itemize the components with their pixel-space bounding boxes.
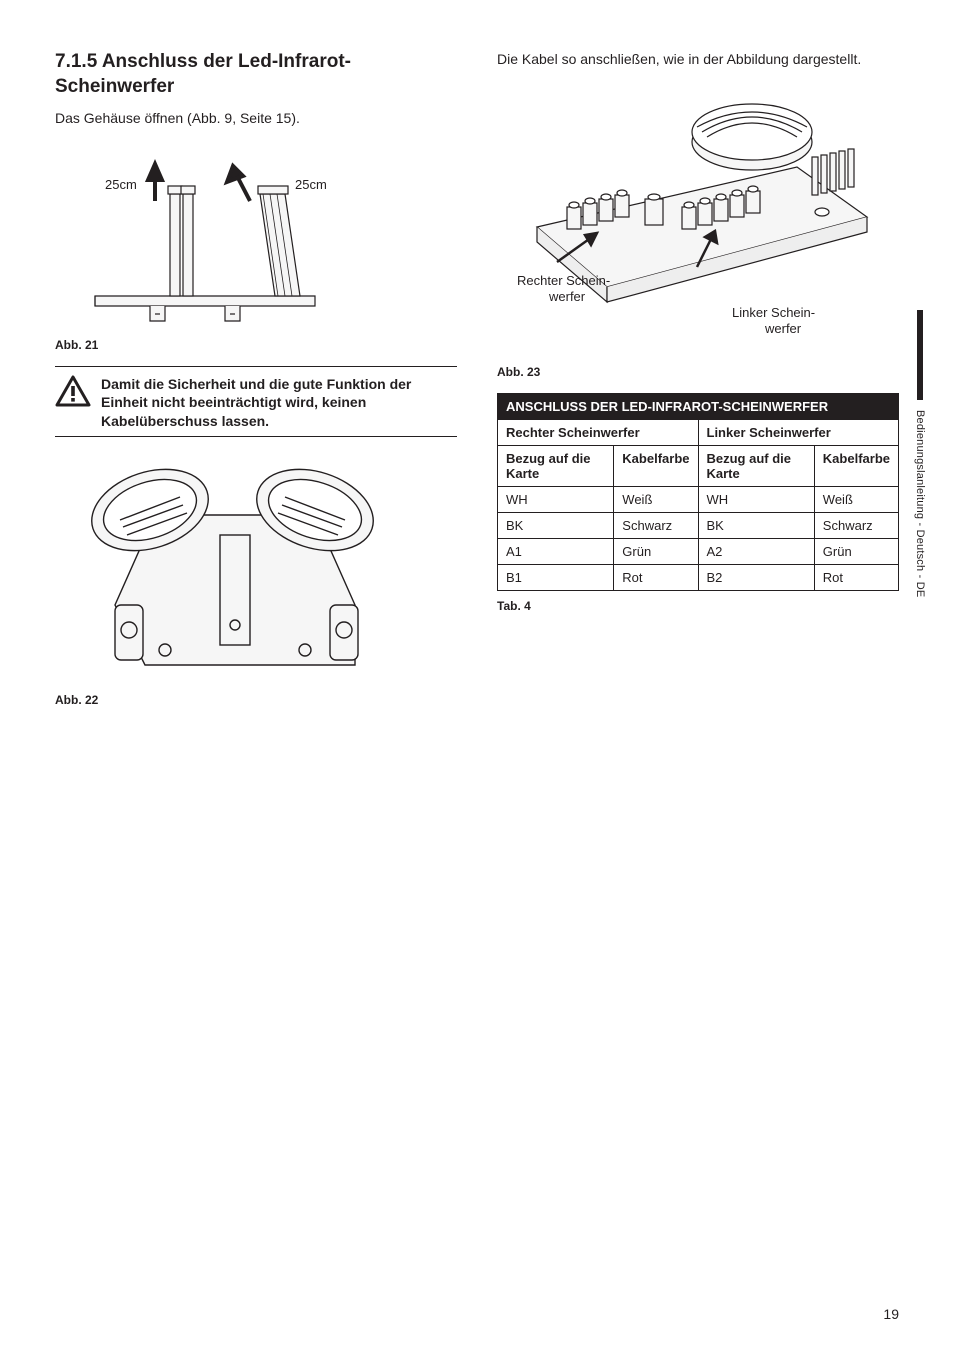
table-head-right: Linker Scheinwerfer (698, 419, 899, 445)
open-housing-text: Das Gehäuse öffnen (Abb. 9, Seite 15). (55, 109, 457, 128)
connection-table: ANSCHLUSS DER LED-INFRAROT-SCHEINWERFER … (497, 393, 899, 591)
table-caption: Tab. 4 (497, 599, 899, 613)
fig23-label-left-1: Rechter Schein- (517, 273, 610, 288)
sidebar-marker (917, 310, 923, 400)
figure-21: 25cm 25cm (55, 140, 457, 330)
warning-icon (55, 375, 91, 407)
fig23-label-right-2: werfer (764, 321, 802, 336)
section-heading: 7.1.5 Anschluss der Led-Infrarot-Scheinw… (55, 50, 457, 99)
table-row: WH Weiß WH Weiß (498, 486, 899, 512)
table-row: A1 Grün A2 Grün (498, 538, 899, 564)
table-title: ANSCHLUSS DER LED-INFRAROT-SCHEINWERFER (498, 393, 899, 419)
warning-block: Damit die Sicherheit und die gute Funkti… (55, 375, 457, 430)
figure-22-svg (55, 455, 405, 685)
right-column: Die Kabel so anschließen, wie in der Abb… (497, 50, 899, 721)
table-row: B1 Rot B2 Rot (498, 564, 899, 590)
table-sub-color-2: Kabelfarbe (814, 445, 898, 486)
table-sub-ref-1: Bezug auf die Karte (498, 445, 614, 486)
page-number: 19 (883, 1306, 899, 1322)
figure-22-caption: Abb. 22 (55, 693, 457, 707)
table-head-left: Rechter Scheinwerfer (498, 419, 699, 445)
figure-21-caption: Abb. 21 (55, 338, 457, 352)
warning-text: Damit die Sicherheit und die gute Funkti… (101, 375, 457, 430)
figure-23-svg: Rechter Schein- werfer Linker Schein- we… (497, 87, 877, 357)
fig23-label-right-1: Linker Schein- (732, 305, 815, 320)
separator-line-2 (55, 436, 457, 437)
figure-23-caption: Abb. 23 (497, 365, 899, 379)
left-column: 7.1.5 Anschluss der Led-Infrarot-Scheinw… (55, 50, 457, 721)
fig21-label-left: 25cm (105, 177, 137, 192)
table-sub-color-1: Kabelfarbe (614, 445, 698, 486)
connect-cables-text: Die Kabel so anschließen, wie in der Abb… (497, 50, 899, 69)
figure-21-svg: 25cm 25cm (55, 146, 365, 326)
separator-line (55, 366, 457, 367)
fig23-label-left-2: werfer (548, 289, 586, 304)
figure-22 (55, 445, 457, 685)
sidebar: Bedienungslanleitung - Deutsch - DE (914, 310, 926, 597)
fig21-label-right: 25cm (295, 177, 327, 192)
table-row: BK Schwarz BK Schwarz (498, 512, 899, 538)
table-sub-ref-2: Bezug auf die Karte (698, 445, 814, 486)
sidebar-text: Bedienungslanleitung - Deutsch - DE (914, 410, 926, 597)
figure-23: Rechter Schein- werfer Linker Schein- we… (497, 81, 899, 357)
